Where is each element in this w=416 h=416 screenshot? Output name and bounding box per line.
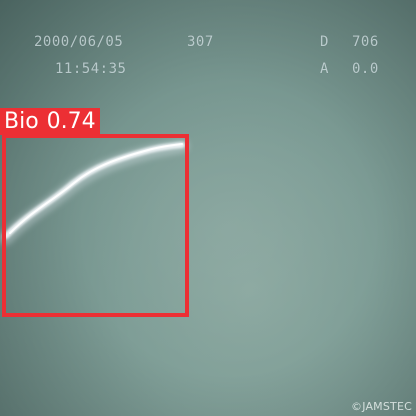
overlay-altitude-value: 0.0 (352, 61, 379, 77)
overlay-depth-value: 706 (352, 34, 379, 50)
copyright-watermark: ©JAMSTEC (351, 400, 412, 413)
overlay-depth-label: D (320, 34, 329, 50)
overlay-time: 11:54:35 (55, 61, 127, 77)
detection-label: Bio 0.74 (0, 108, 100, 135)
detection-confidence: 0.74 (46, 109, 96, 134)
detection-bounding-box (2, 134, 189, 317)
overlay-date: 2000/06/05 (34, 34, 124, 50)
overlay-frame-number: 307 (187, 34, 214, 50)
overlay-altitude-label: A (320, 61, 329, 77)
detection-class: Bio (4, 109, 39, 134)
